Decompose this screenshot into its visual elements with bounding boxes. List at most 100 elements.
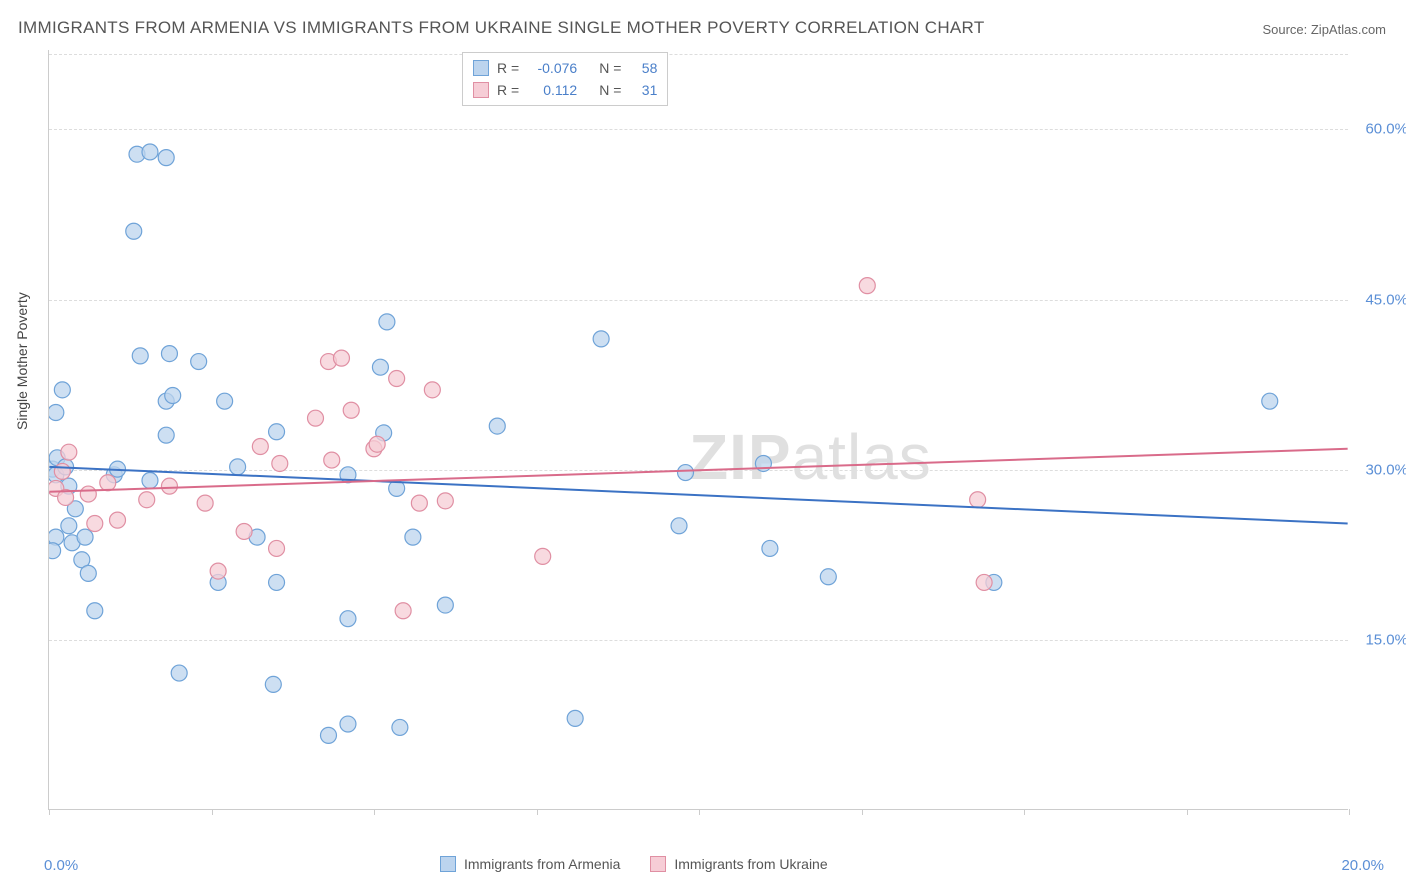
data-point xyxy=(269,540,285,556)
data-point xyxy=(392,719,408,735)
data-point xyxy=(535,548,551,564)
data-point xyxy=(389,371,405,387)
data-point xyxy=(191,354,207,370)
y-tick-label: 30.0% xyxy=(1353,461,1406,478)
data-point xyxy=(158,427,174,443)
data-point xyxy=(320,727,336,743)
data-point xyxy=(369,436,385,452)
x-tick xyxy=(1349,809,1350,815)
legend-label: Immigrants from Armenia xyxy=(464,856,620,872)
data-point xyxy=(210,563,226,579)
data-point xyxy=(77,529,93,545)
x-axis-min-label: 0.0% xyxy=(44,857,78,874)
data-point xyxy=(308,410,324,426)
legend-row: R =-0.076N =58 xyxy=(473,57,657,79)
data-point xyxy=(859,278,875,294)
legend-swatch xyxy=(473,60,489,76)
data-point xyxy=(340,716,356,732)
data-point xyxy=(395,603,411,619)
data-point xyxy=(593,331,609,347)
y-axis-title: Single Mother Poverty xyxy=(14,292,30,430)
legend-row: R = 0.112 N = 31 xyxy=(473,79,657,101)
data-point xyxy=(49,405,64,421)
data-point xyxy=(197,495,213,511)
y-tick-label: 15.0% xyxy=(1353,631,1406,648)
data-point xyxy=(49,543,61,559)
correlation-legend: R =-0.076N =58R =0.112N =31 xyxy=(462,52,668,106)
y-tick-label: 45.0% xyxy=(1353,291,1406,308)
data-point xyxy=(970,492,986,508)
data-point xyxy=(100,475,116,491)
data-point xyxy=(230,459,246,475)
trend-line xyxy=(49,467,1347,524)
legend-swatch xyxy=(440,856,456,872)
x-tick xyxy=(537,809,538,815)
legend-n-label: N = xyxy=(599,60,621,76)
chart-svg xyxy=(49,50,1348,809)
plot-area: ZIPatlas 15.0%30.0%45.0%60.0% xyxy=(48,50,1348,810)
x-tick xyxy=(374,809,375,815)
legend-r-value: 0.112 xyxy=(529,82,577,98)
data-point xyxy=(61,444,77,460)
data-point xyxy=(671,518,687,534)
x-tick xyxy=(212,809,213,815)
y-tick-label: 60.0% xyxy=(1353,121,1406,138)
data-point xyxy=(217,393,233,409)
data-point xyxy=(976,574,992,590)
data-point xyxy=(437,597,453,613)
legend-swatch xyxy=(473,82,489,98)
x-tick xyxy=(49,809,50,815)
data-point xyxy=(489,418,505,434)
data-point xyxy=(80,565,96,581)
legend-n-value: 31 xyxy=(631,82,657,98)
data-point xyxy=(142,472,158,488)
data-point xyxy=(762,540,778,556)
data-point xyxy=(678,465,694,481)
data-point xyxy=(236,523,252,539)
data-point xyxy=(437,493,453,509)
data-point xyxy=(158,150,174,166)
data-point xyxy=(252,439,268,455)
data-point xyxy=(343,402,359,418)
data-point xyxy=(1262,393,1278,409)
data-point xyxy=(139,492,155,508)
x-tick xyxy=(862,809,863,815)
chart-title: IMMIGRANTS FROM ARMENIA VS IMMIGRANTS FR… xyxy=(18,18,985,38)
x-tick xyxy=(1187,809,1188,815)
data-point xyxy=(372,359,388,375)
legend-item: Immigrants from Armenia xyxy=(440,856,620,872)
data-point xyxy=(324,452,340,468)
data-point xyxy=(126,223,142,239)
legend-n-label: N = xyxy=(599,82,621,98)
data-point xyxy=(110,512,126,528)
data-point xyxy=(54,463,70,479)
data-point xyxy=(80,486,96,502)
legend-swatch xyxy=(650,856,666,872)
data-point xyxy=(269,424,285,440)
source-label: Source: ZipAtlas.com xyxy=(1262,22,1386,37)
data-point xyxy=(142,144,158,160)
data-point xyxy=(87,603,103,619)
legend-item: Immigrants from Ukraine xyxy=(650,856,827,872)
data-point xyxy=(171,665,187,681)
data-point xyxy=(54,382,70,398)
data-point xyxy=(161,346,177,362)
legend-r-value: -0.076 xyxy=(529,60,577,76)
data-point xyxy=(132,348,148,364)
data-point xyxy=(165,388,181,404)
data-point xyxy=(340,611,356,627)
data-point xyxy=(272,455,288,471)
x-tick xyxy=(699,809,700,815)
data-point xyxy=(424,382,440,398)
data-point xyxy=(87,516,103,532)
data-point xyxy=(333,350,349,366)
x-tick xyxy=(1024,809,1025,815)
data-point xyxy=(567,710,583,726)
legend-r-label: R = xyxy=(497,82,519,98)
data-point xyxy=(405,529,421,545)
data-point xyxy=(161,478,177,494)
data-point xyxy=(61,518,77,534)
data-point xyxy=(379,314,395,330)
series-legend: Immigrants from Armenia Immigrants from U… xyxy=(440,856,828,872)
data-point xyxy=(820,569,836,585)
